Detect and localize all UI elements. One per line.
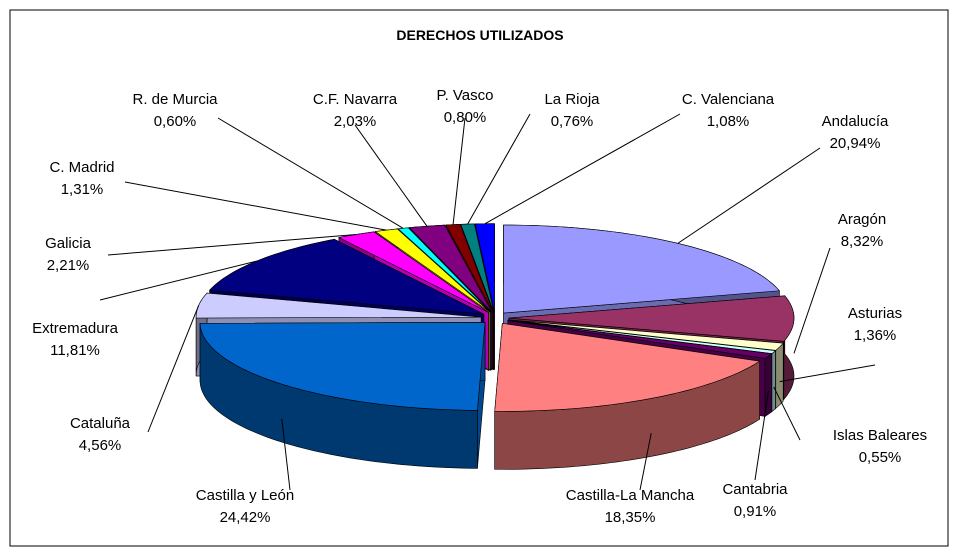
value-label: 0,60% bbox=[154, 113, 197, 130]
chart-title: DERECHOS UTILIZADOS bbox=[396, 27, 563, 43]
category-label: Extremadura bbox=[32, 320, 119, 337]
leader-line bbox=[217, 117, 404, 229]
value-label: 18,35% bbox=[605, 509, 656, 526]
leader-line bbox=[467, 113, 531, 225]
leader-line bbox=[99, 260, 257, 301]
value-label: 1,31% bbox=[61, 181, 104, 198]
value-label: 2,21% bbox=[47, 257, 90, 274]
slice-wall bbox=[771, 350, 776, 413]
slice-top bbox=[507, 320, 773, 359]
category-label: P. Vasco bbox=[437, 87, 494, 104]
value-label: 24,42% bbox=[220, 509, 271, 526]
slice-top bbox=[503, 224, 780, 314]
leader-line bbox=[779, 364, 876, 383]
value-label: 0,55% bbox=[859, 449, 902, 466]
value-label: 1,08% bbox=[707, 113, 750, 130]
leader-line bbox=[677, 147, 821, 244]
leader-line bbox=[754, 390, 769, 481]
value-label: 20,94% bbox=[830, 135, 881, 152]
leader-line bbox=[793, 247, 831, 354]
slice-top bbox=[508, 295, 795, 342]
category-label: Cantabria bbox=[722, 481, 788, 498]
category-label: C. Madrid bbox=[49, 159, 114, 176]
value-label: 8,32% bbox=[841, 233, 884, 250]
leader-line bbox=[639, 433, 652, 491]
value-label: 4,56% bbox=[79, 437, 122, 454]
category-label: Galicia bbox=[45, 235, 92, 252]
slice-top bbox=[199, 322, 486, 411]
category-label: Asturias bbox=[848, 305, 902, 322]
category-label: Aragón bbox=[838, 211, 886, 228]
category-label: C.F. Navarra bbox=[313, 91, 398, 108]
leader-line bbox=[124, 181, 387, 231]
slice-top bbox=[494, 323, 761, 412]
leader-line bbox=[147, 305, 200, 433]
category-label: R. de Murcia bbox=[132, 91, 218, 108]
category-label: Islas Baleares bbox=[833, 427, 927, 444]
slice bbox=[199, 322, 486, 469]
category-label: Cataluña bbox=[70, 415, 131, 432]
pie bbox=[195, 223, 795, 470]
leader-line bbox=[452, 117, 466, 225]
slice bbox=[494, 323, 761, 470]
leader-line bbox=[484, 113, 681, 225]
leader-line bbox=[773, 386, 801, 441]
value-label: 0,91% bbox=[734, 503, 777, 520]
leader-line bbox=[281, 418, 291, 491]
leader-line bbox=[354, 124, 428, 227]
category-label: C. Valenciana bbox=[682, 91, 775, 108]
value-label: 0,76% bbox=[551, 113, 594, 130]
category-label: Andalucía bbox=[822, 113, 889, 130]
labels: Andalucía 20,94% Aragón 8,32% Asturias 1,36% I… bbox=[32, 87, 927, 526]
category-label: Castilla y León bbox=[196, 487, 294, 504]
category-label: Castilla-La Mancha bbox=[566, 487, 695, 504]
value-label: 11,81% bbox=[50, 342, 100, 359]
category-label: La Rioja bbox=[544, 91, 600, 108]
slice-top bbox=[397, 227, 491, 313]
slice-top bbox=[209, 238, 484, 315]
leader-line bbox=[107, 233, 357, 256]
value-label: 2,03% bbox=[334, 113, 377, 130]
value-label: 0,80% bbox=[444, 109, 487, 126]
value-label: 1,36% bbox=[854, 327, 897, 344]
